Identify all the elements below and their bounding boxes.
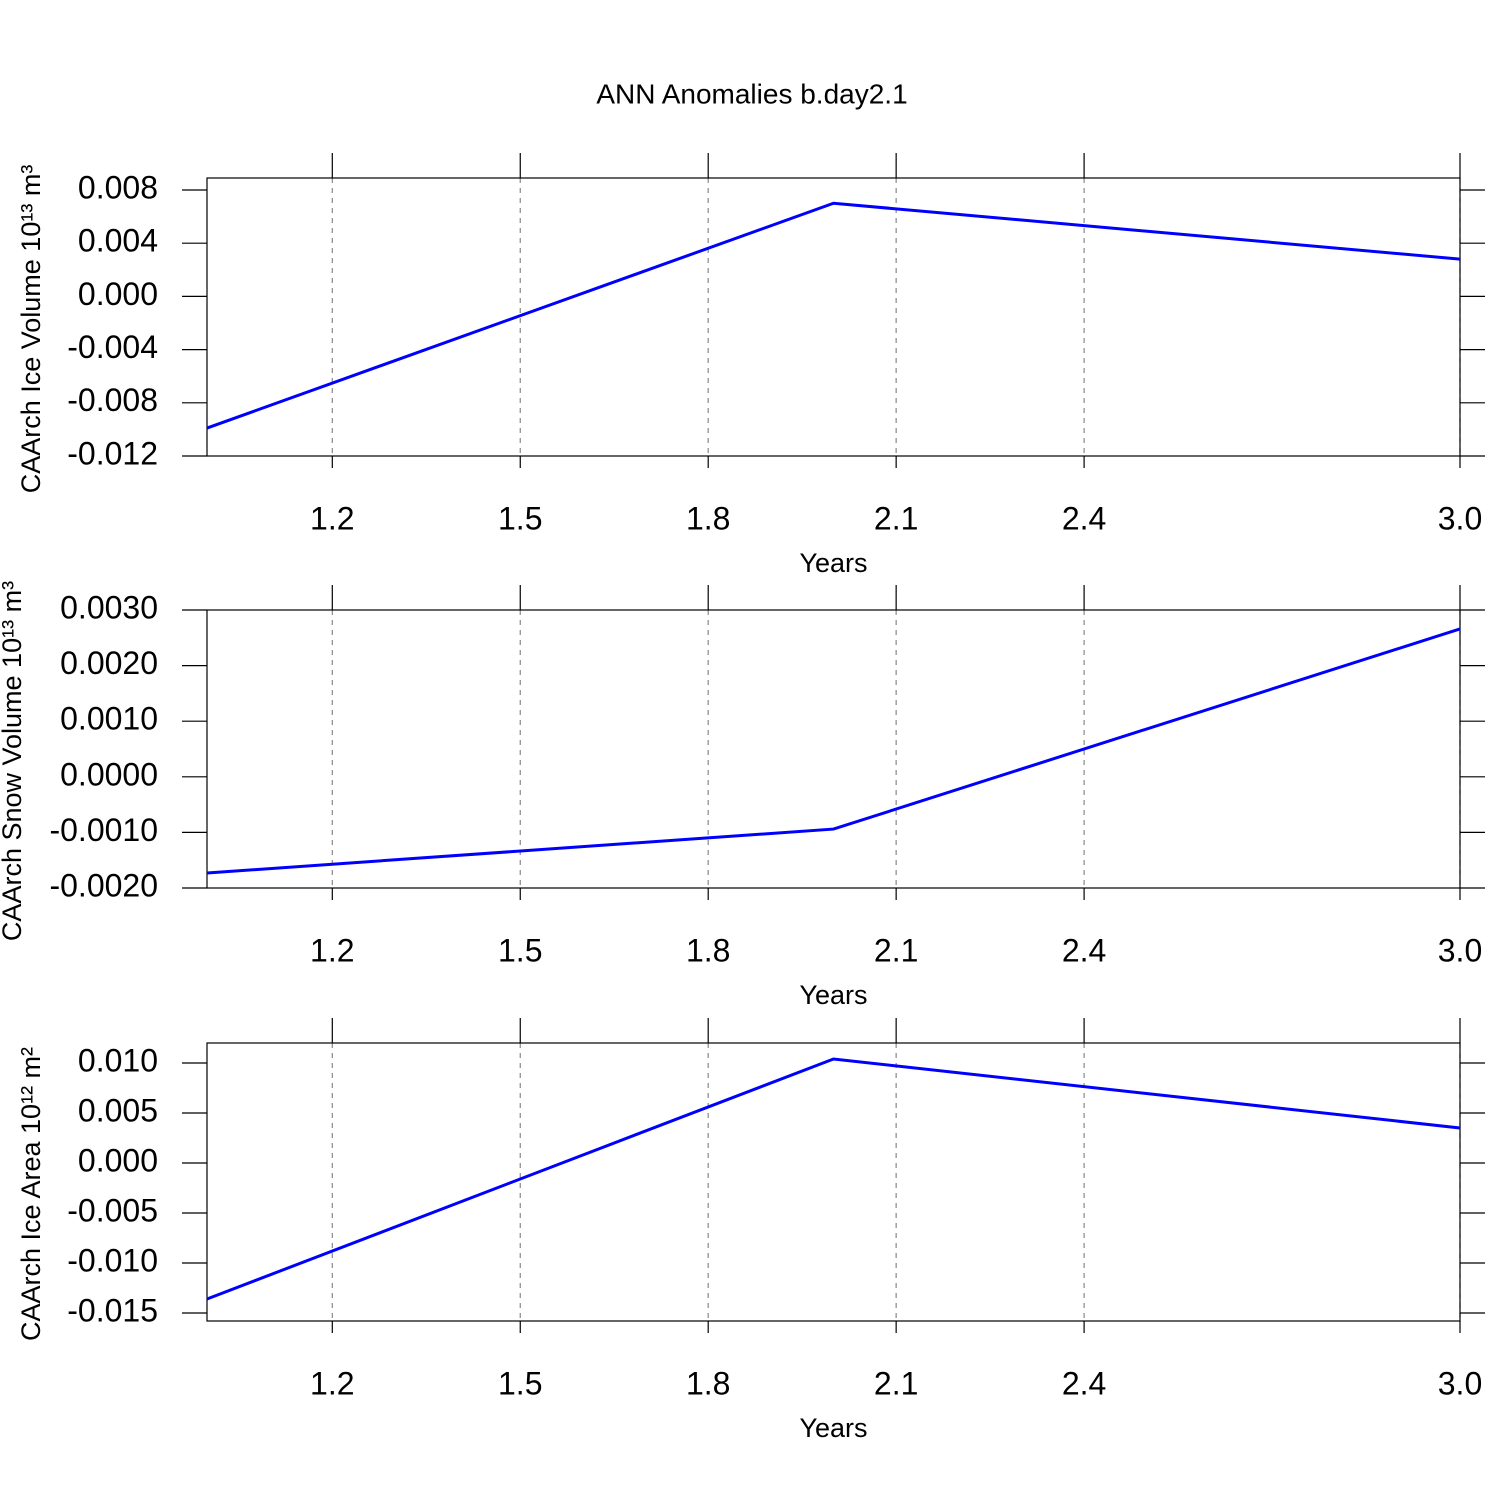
x-tick-label: 3.0: [1438, 932, 1482, 968]
y-tick-label: -0.015: [67, 1292, 158, 1328]
y-tick-label: 0.005: [78, 1092, 158, 1128]
x-axis-title: Years: [799, 1413, 867, 1443]
y-tick-label: 0.0000: [60, 756, 158, 792]
x-axis-title: Years: [799, 980, 867, 1010]
x-tick-label: 3.0: [1438, 1365, 1482, 1401]
x-tick-label: 1.5: [498, 1365, 542, 1401]
y-tick-label: -0.005: [67, 1192, 158, 1228]
y-axis-title: CAArch Ice Area 10¹² m²: [16, 1047, 46, 1341]
x-tick-label: 1.8: [686, 500, 730, 536]
x-tick-label: 2.4: [1062, 1365, 1106, 1401]
x-tick-label: 2.4: [1062, 932, 1106, 968]
data-line: [206, 201, 1461, 430]
y-tick-label: 0.010: [78, 1042, 158, 1078]
y-tick-label: 0.0030: [60, 589, 158, 625]
x-tick-label: 1.2: [310, 1365, 354, 1401]
figure-title: ANN Anomalies b.day2.1: [596, 78, 907, 109]
y-tick-label: 0.0010: [60, 701, 158, 737]
x-tick-label: 1.5: [498, 500, 542, 536]
x-tick-label: 2.1: [874, 500, 918, 536]
y-tick-label: -0.004: [67, 329, 158, 365]
x-tick-label: 1.2: [310, 500, 354, 536]
x-tick-label: 2.1: [874, 932, 918, 968]
x-tick-label: 1.8: [686, 932, 730, 968]
y-tick-label: 0.000: [78, 1142, 158, 1178]
y-tick-label: -0.0020: [49, 867, 158, 903]
x-tick-label: 1.5: [498, 932, 542, 968]
y-axis-title: CAArch Ice Volume 10¹³ m³: [16, 165, 46, 494]
x-tick-label: 1.8: [686, 1365, 730, 1401]
y-tick-label: -0.008: [67, 382, 158, 418]
data-line: [206, 627, 1461, 875]
y-tick-label: -0.0010: [49, 812, 158, 848]
x-tick-label: 1.2: [310, 932, 354, 968]
plot-frame: [206, 1042, 1461, 1322]
y-axis-title: CAArch Snow Volume 10¹³ m³: [0, 581, 27, 941]
y-tick-label: 0.0020: [60, 645, 158, 681]
y-tick-label: -0.010: [67, 1242, 158, 1278]
plot-frame: [206, 609, 1461, 889]
data-line: [206, 1057, 1461, 1301]
x-axis-title: Years: [799, 548, 867, 578]
plot-frame: [206, 177, 1461, 457]
y-tick-label: 0.004: [78, 223, 158, 259]
x-tick-label: 3.0: [1438, 500, 1482, 536]
y-tick-label: -0.012: [67, 435, 158, 471]
y-tick-label: 0.000: [78, 276, 158, 312]
y-tick-label: 0.008: [78, 169, 158, 205]
x-tick-label: 2.4: [1062, 500, 1106, 536]
x-tick-label: 2.1: [874, 1365, 918, 1401]
